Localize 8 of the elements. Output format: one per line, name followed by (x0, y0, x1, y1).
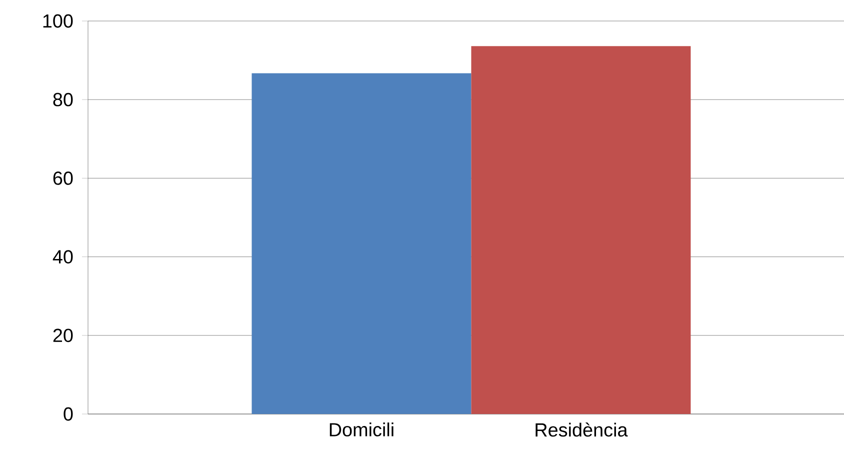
x-tick-label: Domicili (330, 422, 394, 436)
y-tick-label: 20 (53, 328, 73, 342)
y-tick-label: 0 (64, 407, 73, 421)
y-tick-label: 60 (53, 171, 73, 185)
x-tick-label: Residència (536, 422, 628, 437)
y-tick-label: 40 (52, 250, 73, 264)
y-tick-label: 100 (43, 14, 73, 28)
y-tick-label: 80 (53, 92, 73, 106)
